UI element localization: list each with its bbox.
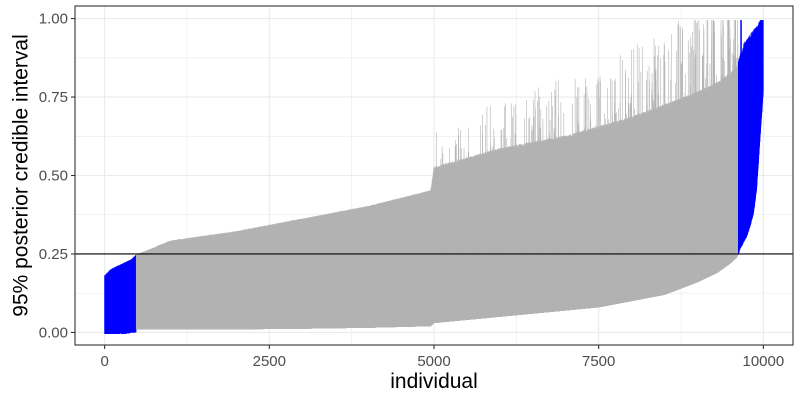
interval-bars [104,20,764,334]
interval-group-2 [135,20,739,330]
interval-group-1 [104,254,137,334]
